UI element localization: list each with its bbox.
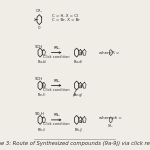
Text: 9CH: 9CH [35,78,43,81]
Text: N: N [81,83,83,87]
Text: C = H, X = Cl: C = H, X = Cl [52,14,78,18]
Text: Click condition: Click condition [43,122,70,126]
Text: NH: NH [80,120,84,124]
Text: (9a-b): (9a-b) [38,60,46,64]
Text: Click condition: Click condition [43,55,70,59]
Text: RN₃: RN₃ [53,113,60,117]
Text: ph: ph [72,93,76,97]
Text: N: N [81,117,83,121]
Text: CH₃: CH₃ [108,124,113,128]
Text: (9e-f): (9e-f) [38,93,46,97]
Text: where ph =: where ph = [99,116,122,120]
Text: where R =: where R = [99,51,120,55]
Text: 9D-H: 9D-H [35,112,45,116]
Text: (9h-j): (9h-j) [74,128,83,132]
Text: (9h-i): (9h-i) [38,128,46,132]
Text: (9e-g): (9e-g) [74,93,83,97]
Text: Click condition: Click condition [43,88,70,92]
Text: ph: ph [41,84,45,88]
Text: C = Br, X = Br: C = Br, X = Br [52,18,80,22]
Text: NH: NH [80,52,84,56]
Text: RN₃: RN₃ [53,79,60,83]
Text: Scheme 3: Route of Synthesized compounds (9a-9j) via click reaction.: Scheme 3: Route of Synthesized compounds… [0,141,150,146]
Text: NH: NH [80,85,84,89]
Text: (9a-d): (9a-d) [74,60,83,64]
Text: 9CH: 9CH [35,45,43,49]
Text: RN₃: RN₃ [53,46,60,50]
Text: O: O [38,26,40,30]
Text: C,R₂: C,R₂ [36,9,43,13]
Text: N: N [81,50,83,54]
